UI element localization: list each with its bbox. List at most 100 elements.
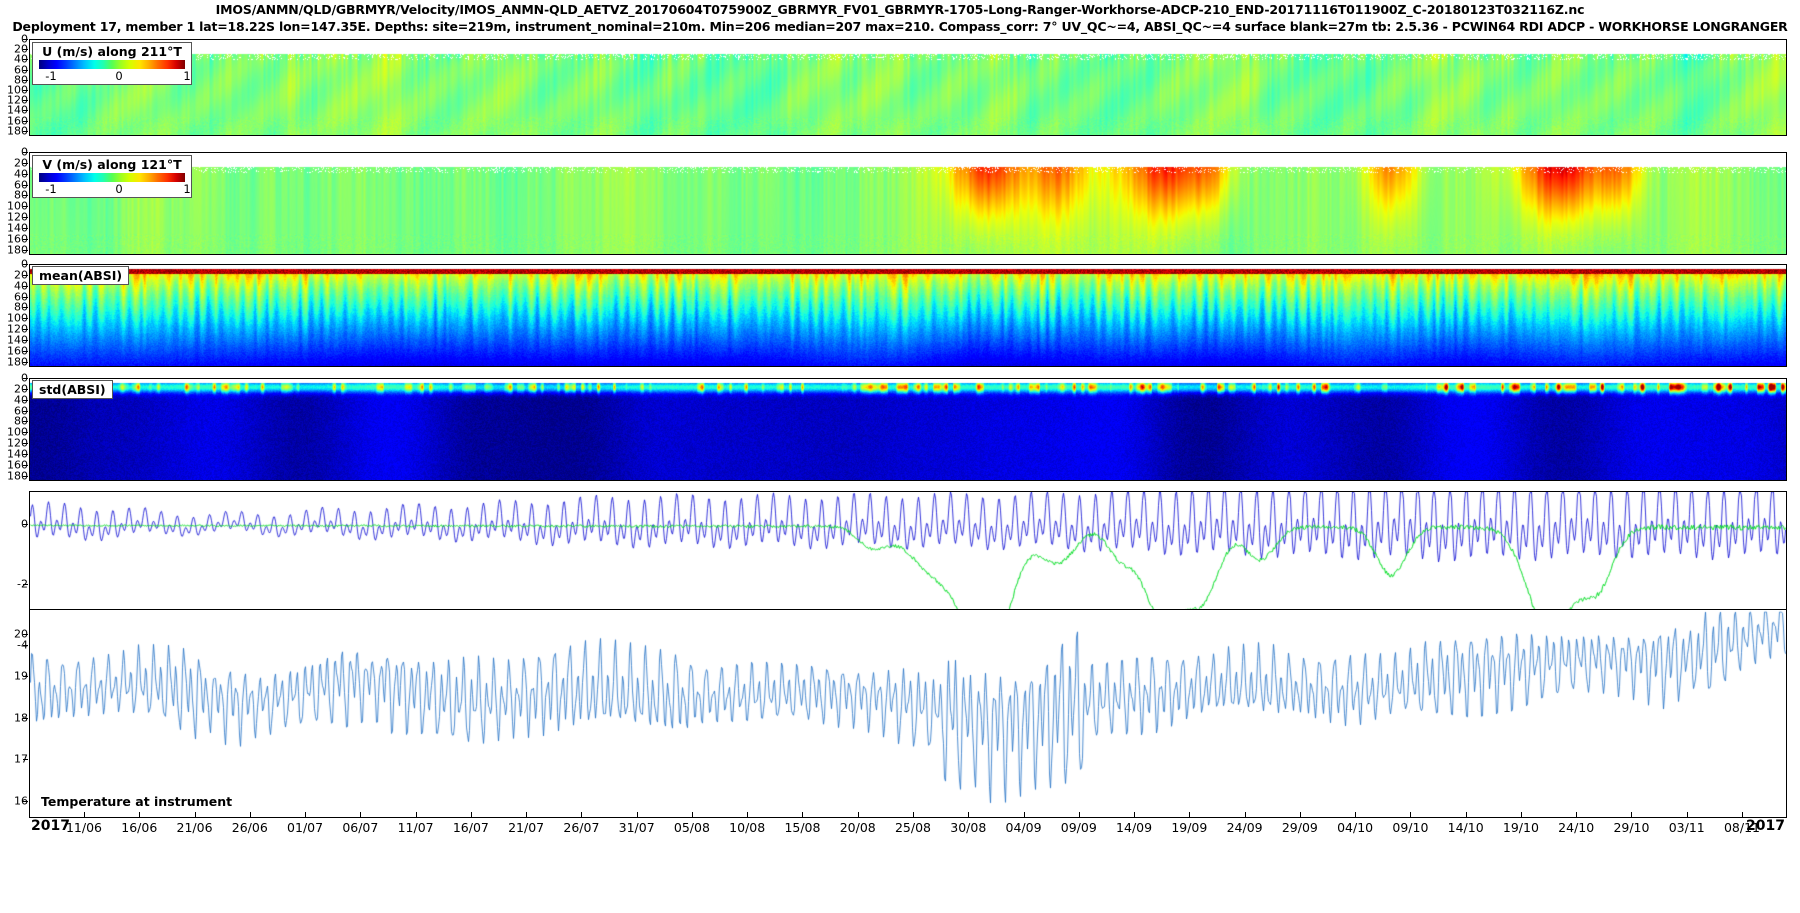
depth-tick-label: 80 [14, 188, 28, 202]
depth-tick-label: 40 [14, 52, 28, 66]
x-tick-label: 14/09 [1116, 820, 1153, 835]
depth-tick-label: 100 [7, 83, 28, 97]
x-tick-label: 26/07 [563, 820, 600, 835]
colorbar-v-ticks: -1 0 1 [39, 182, 190, 196]
std-absi-heatmap [30, 379, 1786, 480]
x-tick-label: 19/09 [1171, 820, 1208, 835]
colorbar-tick-label: -1 [45, 182, 57, 196]
value-tick-mark [23, 801, 28, 803]
depth-tick-mark [23, 350, 28, 352]
x-tick-mark [194, 812, 196, 818]
x-tick-label: 01/07 [287, 820, 324, 835]
x-tick-label: 04/09 [1005, 820, 1042, 835]
depth-tick-mark [23, 39, 28, 40]
x-tick-label: 08/11 [1723, 820, 1761, 835]
panel-std-absi[interactable] [29, 378, 1787, 481]
depth-tick-label: 160 [7, 232, 28, 246]
x-tick-label: 11/06 [65, 820, 103, 835]
depth-axis-v: 020406080100120140160180 [0, 146, 28, 257]
depth-tick-mark [23, 296, 28, 298]
temperature-lineplot [30, 610, 1786, 817]
x-tick-mark [415, 812, 417, 818]
depth-tick-label: 120 [7, 436, 28, 450]
x-tick-label: 21/06 [176, 820, 213, 835]
x-tick-label: 24/10 [1558, 820, 1595, 835]
x-tick-label: 31/07 [618, 820, 655, 835]
value-tick-mark [23, 584, 28, 586]
colorbar-tick-label: 1 [183, 182, 191, 196]
value-tick-mark [23, 644, 28, 646]
depth-tick-label: 160 [7, 458, 28, 472]
depth-tick-mark [23, 130, 28, 132]
depth-tick-mark [23, 206, 28, 208]
figure-title-line-2: Deployment 17, member 1 lat=18.22S lon=1… [12, 19, 1788, 34]
depth-tick-label: 160 [7, 114, 28, 128]
depth-tick-label: 40 [14, 393, 28, 407]
x-tick-label: 16/06 [121, 820, 158, 835]
x-tick-label: 21/07 [508, 820, 545, 835]
depth-tick-mark [23, 249, 28, 251]
depth-tick-label: 80 [14, 73, 28, 87]
x-tick-mark [1299, 812, 1301, 818]
x-tick-mark [360, 812, 362, 818]
x-tick-mark [636, 812, 638, 818]
x-tick-mark [1244, 812, 1246, 818]
panel-mean-absi[interactable] [29, 264, 1787, 367]
depth-tick-label: 60 [14, 404, 28, 418]
depth-tick-label: 100 [7, 311, 28, 325]
x-tick-label: 16/07 [452, 820, 489, 835]
colorbar-tick-label: 0 [115, 182, 123, 196]
depth-tick-label: 80 [14, 300, 28, 314]
panel-v-velocity[interactable] [29, 152, 1787, 255]
x-tick-mark [1355, 812, 1357, 818]
depth-tick-label: 120 [7, 322, 28, 336]
depth-tick-mark [23, 285, 28, 287]
depth-tick-label: 180 [7, 243, 28, 257]
x-tick-mark [526, 812, 528, 818]
depth-tick-mark [23, 264, 28, 265]
x-tick-mark [802, 812, 804, 818]
x-tick-mark [249, 812, 251, 818]
x-tick-mark [1686, 812, 1688, 818]
value-tick-label: 16 [14, 794, 28, 808]
depth-tick-mark [23, 432, 28, 434]
depth-tick-mark [23, 217, 28, 219]
colorbar-u-ticks: -1 0 1 [39, 69, 190, 83]
x-tick-label: 19/10 [1502, 820, 1539, 835]
x-tick-label: 15/08 [784, 820, 821, 835]
depth-tick-mark [23, 110, 28, 112]
depth-tick-mark [23, 410, 28, 412]
x-tick-mark [691, 812, 693, 818]
x-tick-label: 03/11 [1668, 820, 1705, 835]
x-axis-year-right: 2017 [1746, 818, 1785, 834]
depth-axis-mean-absi: 020406080100120140160180 [0, 258, 28, 368]
x-tick-label: 25/08 [894, 820, 932, 835]
x-tick-mark [1742, 812, 1743, 818]
depth-tick-label: 120 [7, 210, 28, 224]
panel-u-velocity[interactable] [29, 39, 1787, 136]
x-tick-mark [747, 812, 749, 818]
depth-tick-label: 100 [7, 425, 28, 439]
value-tick-mark [23, 675, 28, 677]
depth-tick-mark [23, 227, 28, 229]
depth-tick-mark [23, 90, 28, 92]
depth-tick-label: 140 [7, 103, 28, 117]
value-tick-label: 20 [14, 627, 28, 641]
x-tick-mark [139, 812, 141, 818]
depth-tick-label: 120 [7, 93, 28, 107]
depth-tick-mark [23, 69, 28, 71]
panel-temperature[interactable] [29, 609, 1787, 818]
x-tick-label: 06/07 [342, 820, 379, 835]
x-tick-label: 14/10 [1447, 820, 1484, 835]
depth-tick-label: 20 [14, 382, 28, 396]
depth-tick-mark [23, 475, 28, 477]
x-tick-mark [84, 812, 85, 818]
colorbar-u-velocity: U (m/s) along 211°T -1 0 1 [32, 42, 192, 85]
depth-tick-label: 140 [7, 221, 28, 235]
depth-tick-label: 60 [14, 63, 28, 77]
value-tick-label: 18 [14, 711, 28, 725]
depth-tick-mark [23, 162, 28, 164]
depth-tick-label: 180 [7, 469, 28, 483]
temperature-axis: 16 17 18 19 20 [0, 609, 28, 818]
